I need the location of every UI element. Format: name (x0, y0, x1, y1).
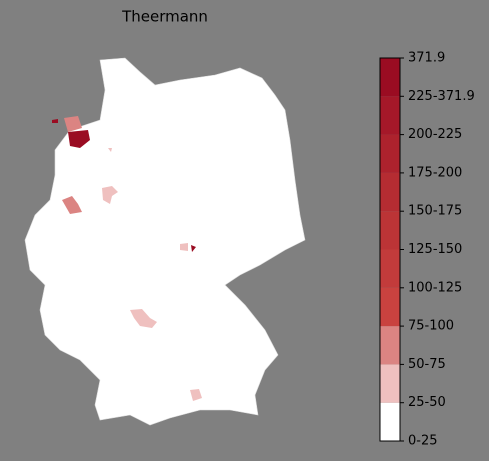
region (102, 186, 118, 204)
country-outline (24, 57, 306, 426)
colorbar-segment (380, 211, 400, 250)
region (62, 196, 82, 214)
colorbar-segment (380, 287, 400, 327)
colorbar-label: 125-150 (408, 242, 462, 257)
colorbar-segment (380, 249, 400, 288)
colorbar-segment (380, 134, 400, 173)
colorbar-label: 75-100 (408, 319, 454, 334)
map-title: Theermann (121, 8, 208, 26)
colorbar-label: 150-175 (408, 204, 462, 219)
colorbar-label: 175-200 (408, 165, 462, 180)
colorbar-segment (380, 402, 400, 441)
colorbar-label: 200-225 (408, 127, 462, 142)
colorbar-segment (380, 326, 400, 365)
colorbar-label: 25-50 (408, 395, 446, 410)
region (52, 119, 58, 123)
colorbar-label: 100-125 (408, 280, 462, 295)
colorbar-label: 50-75 (408, 357, 446, 372)
region (180, 243, 188, 251)
region (108, 148, 112, 152)
region (191, 245, 196, 252)
region (130, 309, 157, 328)
colorbar-segment (380, 364, 400, 403)
germany-map (24, 57, 306, 426)
colorbar-segment (380, 172, 400, 212)
colorbar-label: 371.9 (408, 51, 445, 66)
region (68, 130, 90, 148)
region (190, 389, 202, 401)
colorbar-segment (380, 96, 400, 135)
colorbar-label: 225-371.9 (408, 89, 475, 104)
region (64, 116, 82, 132)
colorbar-segment (380, 58, 400, 97)
colorbar: 0-25 25-50 50-75 75-100 100-125 125-150 150-17… (379, 51, 475, 449)
colorbar-label: 0-25 (408, 434, 438, 449)
